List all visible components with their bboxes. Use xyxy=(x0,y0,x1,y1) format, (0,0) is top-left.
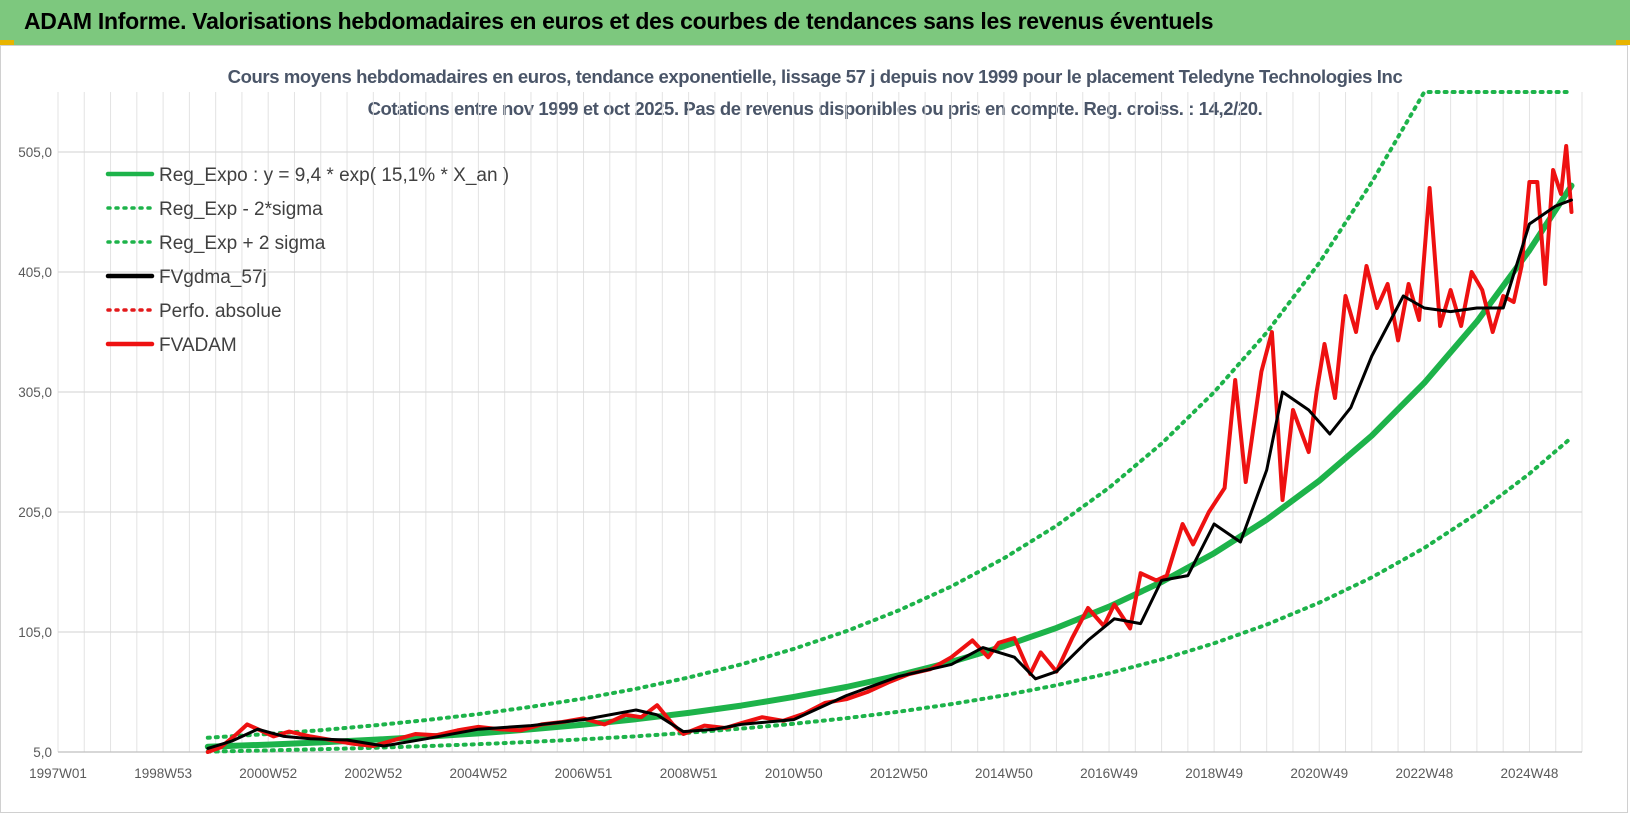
x-tick-label: 1998W53 xyxy=(134,766,192,781)
x-tick-label: 2020W49 xyxy=(1290,766,1348,781)
x-tick-label: 2022W48 xyxy=(1395,766,1453,781)
banner-corner-right xyxy=(1616,40,1630,45)
y-tick-label: 405,0 xyxy=(18,265,52,280)
banner-corner-left xyxy=(0,40,14,45)
legend-label: Perfo. absolue xyxy=(159,301,282,322)
chart-title: Cours moyens hebdomadaires en euros, ten… xyxy=(227,66,1403,87)
y-tick-label: 105,0 xyxy=(18,625,52,640)
x-tick-label: 2014W50 xyxy=(975,766,1033,781)
chart-frame xyxy=(0,45,1628,813)
y-tick-label: 305,0 xyxy=(18,385,52,400)
x-tick-label: 2016W49 xyxy=(1080,766,1138,781)
y-tick-label: 5,0 xyxy=(33,745,52,760)
x-tick-label: 2006W51 xyxy=(555,766,613,781)
series-line-reg_exp xyxy=(205,90,1574,740)
x-tick-label: 2002W52 xyxy=(344,766,402,781)
x-tick-label: 2012W50 xyxy=(870,766,928,781)
series-line-fvgdma_57j xyxy=(206,198,1573,750)
series-line-fvadam xyxy=(205,144,1574,754)
x-tick-label: 2000W52 xyxy=(239,766,297,781)
legend-label: Reg_Exp + 2 sigma xyxy=(159,233,326,254)
x-tick-label: 2010W50 xyxy=(765,766,823,781)
x-tick-label: 2018W49 xyxy=(1185,766,1243,781)
x-tick-label: 2008W51 xyxy=(660,766,718,781)
series-line-reg_exp xyxy=(205,435,1574,754)
x-tick-label: 1997W01 xyxy=(29,766,87,781)
x-tick-label: 2004W52 xyxy=(450,766,508,781)
y-tick-label: 505,0 xyxy=(18,145,52,160)
report-title: ADAM Informe. Valorisations hebdomadaire… xyxy=(24,8,1214,34)
legend-label: FVgdma_57j xyxy=(159,267,267,288)
legend-label: FVADAM xyxy=(159,335,237,356)
x-tick-label: 2024W48 xyxy=(1501,766,1559,781)
legend-label: Reg_Expo : y = 9,4 * exp( 15,1% * X_an ) xyxy=(159,165,509,186)
legend-label: Reg_Exp - 2*sigma xyxy=(159,199,323,220)
chart-subtitle: Cotations entre nov 1999 et oct 2025. Pa… xyxy=(367,98,1263,119)
y-tick-label: 205,0 xyxy=(18,505,52,520)
header-banner: ADAM Informe. Valorisations hebdomadaire… xyxy=(0,0,1630,45)
